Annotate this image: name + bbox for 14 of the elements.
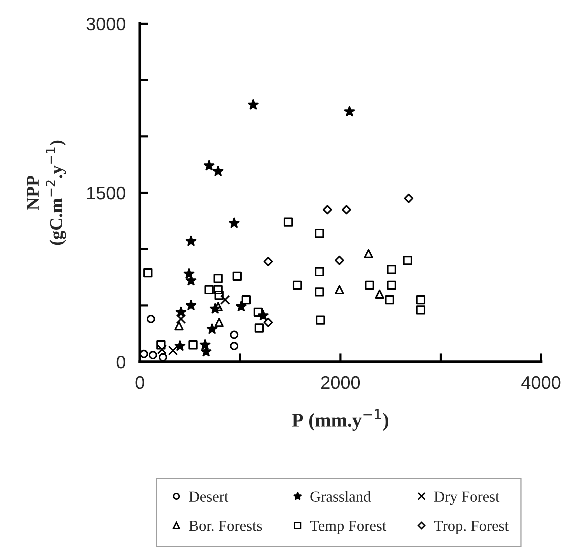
legend-label: Desert xyxy=(189,492,229,502)
x-tick-label: 4000 xyxy=(522,376,561,390)
y-tick-label: 1500 xyxy=(87,186,126,200)
x-tick-label: 0 xyxy=(136,376,144,390)
y-tick-label: 3000 xyxy=(86,18,126,31)
x-tick-label: 2000 xyxy=(322,376,360,390)
legend-label: Bor. Forests xyxy=(189,521,262,532)
y-tick-label: 0 xyxy=(116,356,126,369)
legend-label: Grassland xyxy=(310,491,371,502)
legend-label: Temp Forest xyxy=(310,521,387,534)
x-axis-title: P (mm.y$^{−1}$) xyxy=(292,409,388,431)
y-axis-title: NPP (gC.m$^{−2}$.y$^{−1}$) xyxy=(27,140,66,246)
legend-label: Trop. Forest xyxy=(434,521,509,534)
legend-label: Dry Forest xyxy=(434,492,500,506)
